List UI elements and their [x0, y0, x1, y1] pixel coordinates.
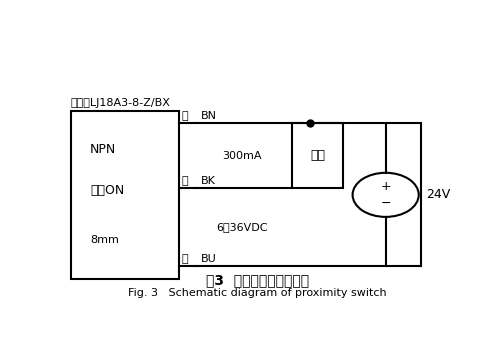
Text: +: +: [380, 180, 390, 193]
Text: 黑: 黑: [181, 176, 188, 186]
Text: 标: 标: [181, 111, 188, 121]
Text: NPN: NPN: [90, 143, 116, 156]
Bar: [70, 111, 179, 279]
Text: −: −: [380, 197, 390, 210]
Text: Fig. 3   Schematic diagram of proximity switch: Fig. 3 Schematic diagram of proximity sw…: [128, 288, 386, 299]
Text: BN: BN: [200, 111, 216, 121]
Text: 蓝: 蓝: [181, 254, 188, 264]
Text: 型号：LJ18A3-8-Z/BX: 型号：LJ18A3-8-Z/BX: [70, 98, 170, 108]
Text: 负载: 负载: [310, 149, 325, 162]
Text: BK: BK: [200, 176, 215, 186]
Text: 8mm: 8mm: [90, 235, 119, 245]
Text: 图3  接近开关电路原理图: 图3 接近开关电路原理图: [205, 273, 308, 287]
Text: 常开ON: 常开ON: [90, 184, 124, 197]
Text: BU: BU: [200, 254, 216, 264]
Bar: [292, 123, 342, 188]
Text: 24V: 24V: [426, 188, 450, 201]
Text: 6Ｖ36VDC: 6Ｖ36VDC: [215, 222, 267, 232]
Text: 300mA: 300mA: [221, 151, 261, 161]
